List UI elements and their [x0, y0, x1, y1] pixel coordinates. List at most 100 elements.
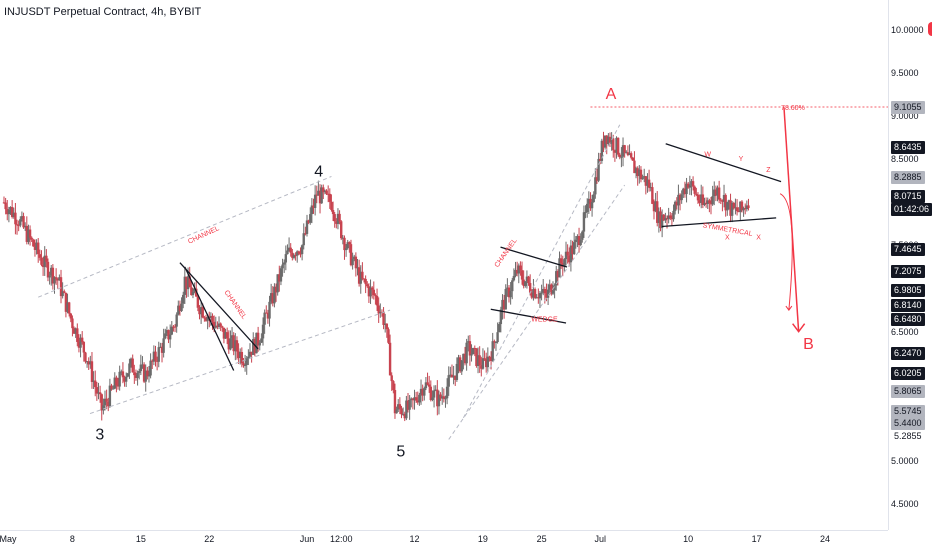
candle-body	[382, 312, 385, 325]
candle-body	[203, 317, 206, 319]
candle-body	[682, 188, 685, 195]
candle-body	[436, 389, 439, 407]
pattern-label: Z	[766, 167, 771, 174]
candle-body	[364, 278, 367, 285]
candle-body	[441, 396, 444, 399]
price-tick-label: 5.0000	[891, 456, 919, 466]
price-tag: 9.1055	[891, 101, 925, 114]
price-axis[interactable]: 10.00009.50009.00008.50008.00007.50007.0…	[888, 0, 932, 530]
candle-body	[102, 405, 105, 411]
candle-body	[237, 351, 240, 359]
candle-body	[141, 364, 144, 366]
candle-body	[178, 305, 182, 311]
candle-body	[292, 255, 296, 258]
candle-body	[747, 205, 750, 209]
candle-body	[129, 358, 133, 364]
candle-body	[616, 137, 620, 155]
candle-body	[41, 264, 45, 268]
candle-body	[695, 193, 698, 195]
candle-body	[155, 360, 159, 362]
candle-body	[165, 330, 169, 334]
candle-body	[67, 302, 71, 314]
candle-body	[454, 375, 457, 380]
candle-body	[739, 201, 742, 212]
price-tick-label: 4.5000	[891, 499, 919, 510]
price-tag: 6.0205	[891, 367, 925, 380]
candle-body	[397, 404, 400, 410]
candle-body	[167, 330, 170, 340]
candle-body	[336, 213, 340, 224]
time-tick-label: Jun	[299, 534, 315, 544]
candle-body	[225, 332, 229, 339]
candle-body	[379, 311, 382, 314]
candle-body	[375, 295, 379, 306]
candle-body	[35, 242, 38, 250]
candle-body	[662, 214, 665, 221]
candle-body	[659, 211, 662, 229]
candle-body	[188, 276, 191, 288]
candle-body	[289, 247, 292, 253]
candle-body	[287, 247, 291, 251]
alert-indicator-icon[interactable]	[928, 22, 932, 36]
candle-body	[164, 333, 167, 339]
candle-body	[131, 358, 134, 373]
candle-body	[620, 156, 623, 158]
projection-arrow-main	[783, 107, 800, 332]
candle-body	[221, 326, 224, 328]
candle-body	[168, 334, 172, 340]
candle-body	[128, 363, 131, 374]
candle-body	[79, 337, 82, 348]
candle-body	[162, 338, 165, 353]
candle-body	[533, 289, 537, 298]
candle-body	[690, 181, 693, 186]
candle-body	[542, 289, 545, 293]
candle-body	[142, 364, 146, 382]
candle-body	[460, 360, 463, 372]
candle-body	[123, 377, 126, 382]
pattern-label: X	[725, 234, 730, 241]
candle-body	[401, 413, 405, 415]
candle-body	[377, 305, 380, 314]
candle-body	[53, 277, 56, 284]
candle-body	[537, 297, 540, 299]
candle-body	[600, 140, 604, 161]
candle-body	[256, 332, 260, 346]
candle-body	[227, 338, 231, 350]
candle-body	[138, 371, 141, 373]
candle-body	[175, 314, 178, 327]
candle-body	[683, 188, 687, 195]
candle-body	[468, 341, 472, 356]
candle-body	[400, 408, 403, 415]
candle-body	[525, 276, 529, 282]
candle-body	[498, 324, 501, 333]
candle-body	[25, 225, 29, 242]
candle-body	[307, 220, 310, 223]
candle-body	[584, 211, 587, 213]
candle-body	[569, 245, 573, 263]
candle-body	[349, 244, 353, 266]
candle-body	[605, 135, 608, 145]
candle-body	[410, 398, 413, 400]
candle-body	[475, 348, 478, 366]
candle-body	[325, 190, 328, 194]
price-tag: 6.9805	[891, 284, 925, 298]
candle-body	[480, 365, 483, 369]
candle-body	[527, 276, 530, 284]
candle-body	[116, 385, 120, 387]
candle-body	[147, 375, 151, 377]
candle-body	[691, 181, 695, 187]
candle-body	[100, 394, 103, 411]
candle-body	[434, 389, 437, 391]
candle-body	[652, 203, 656, 212]
candle-body	[693, 186, 696, 194]
time-axis[interactable]: May 8 15 22 Jun 12:00 12 19 25 Jul 10 17 24	[0, 530, 888, 551]
candle-body	[282, 262, 286, 265]
candle-body	[729, 200, 732, 216]
candle-body	[395, 409, 398, 414]
candle-body	[595, 177, 599, 181]
candle-body	[300, 245, 304, 255]
candle-body	[28, 229, 32, 238]
candle-body	[587, 198, 591, 204]
candle-body	[429, 386, 433, 401]
